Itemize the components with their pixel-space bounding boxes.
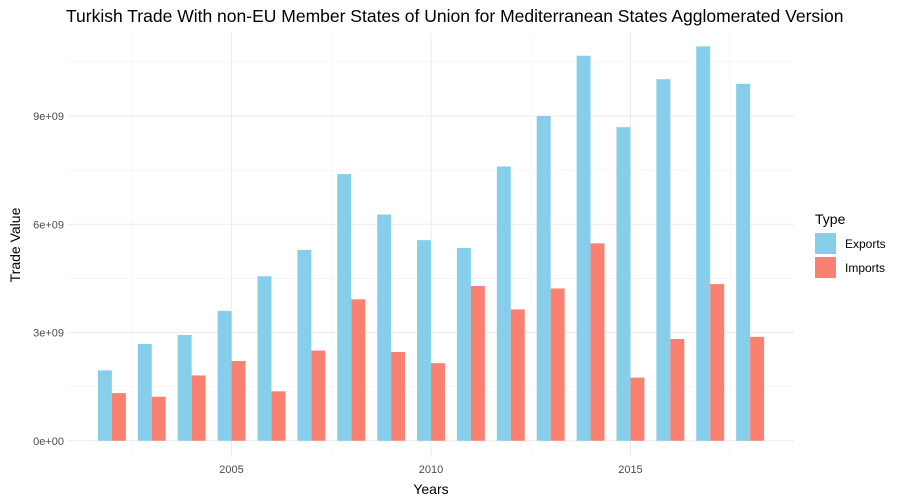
bar-exports-2008: [337, 174, 352, 441]
bar-exports-2003: [137, 344, 152, 441]
legend-swatch-exports: [815, 233, 836, 254]
bar-exports-2011: [456, 248, 471, 441]
bar-exports-2005: [217, 310, 232, 441]
bar-exports-2007: [297, 249, 312, 441]
bar-imports-2011: [470, 285, 485, 441]
bar-imports-2002: [111, 393, 126, 441]
bar-exports-2010: [417, 240, 431, 441]
x-axis-title: Years: [413, 481, 448, 497]
bar-imports-2004: [191, 375, 206, 441]
y-tick-label: 6e+09: [33, 219, 64, 231]
legend-swatch-imports: [815, 257, 836, 278]
y-axis-title: Trade Value: [7, 207, 23, 282]
bar-exports-2002: [97, 370, 112, 441]
bar-imports-2017: [710, 284, 725, 441]
x-tick-label: 2015: [618, 464, 642, 476]
bar-exports-2017: [696, 46, 711, 441]
bar-imports-2013: [550, 288, 565, 441]
bar-imports-2003: [151, 396, 166, 441]
bars: [97, 46, 765, 441]
x-tick-labels: 2005 2010 2015: [219, 464, 642, 476]
chart-title: Turkish Trade With non-EU Member States …: [66, 6, 844, 26]
bar-imports-2006: [271, 391, 286, 441]
bar-exports-2015: [616, 127, 631, 441]
legend-title: Type: [815, 211, 846, 227]
bar-imports-2005: [231, 361, 246, 441]
bar-imports-2012: [510, 309, 525, 441]
x-tick-label: 2005: [219, 464, 243, 476]
bar-exports-2018: [736, 83, 751, 441]
bar-imports-2018: [750, 336, 765, 441]
bar-imports-2009: [391, 351, 406, 441]
bar-imports-2014: [590, 243, 605, 441]
bar-exports-2004: [177, 335, 192, 441]
legend-label-exports: Exports: [845, 237, 886, 251]
bar-exports-2009: [377, 214, 392, 441]
y-tick-label: 9e+09: [33, 111, 64, 123]
legend-label-imports: Imports: [845, 261, 885, 275]
y-tick-label: 0e+00: [33, 436, 64, 448]
bar-imports-2016: [670, 339, 685, 441]
bar-imports-2007: [311, 350, 326, 441]
bar-imports-2010: [431, 363, 445, 441]
bar-exports-2014: [576, 55, 591, 441]
bar-imports-2008: [351, 299, 366, 441]
bar-exports-2012: [496, 166, 511, 441]
y-tick-label: 3e+09: [33, 328, 64, 340]
bar-exports-2013: [536, 115, 551, 441]
x-tick-label: 2010: [419, 464, 443, 476]
bar-exports-2006: [257, 276, 272, 441]
bar-imports-2015: [630, 377, 645, 441]
y-tick-labels: 0e+00 3e+09 6e+09 9e+09: [33, 111, 64, 448]
bar-exports-2016: [656, 79, 671, 441]
legend: Type Exports Imports: [815, 211, 886, 278]
